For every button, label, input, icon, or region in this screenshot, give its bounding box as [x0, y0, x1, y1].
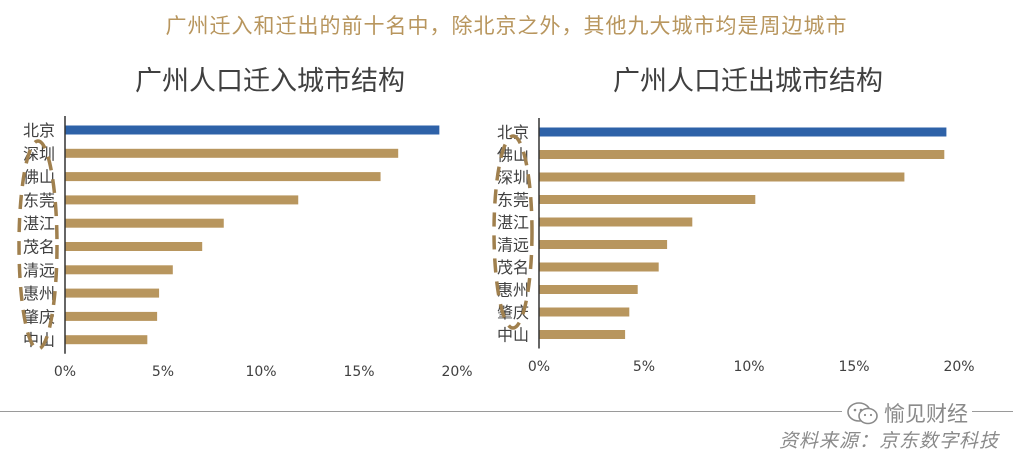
category-label: 北京: [23, 121, 55, 140]
bar-9: [539, 307, 630, 317]
bar-1: [539, 127, 947, 137]
bar-8: [539, 285, 638, 294]
brand-name: 愉见财经: [884, 402, 968, 426]
x-tick-label: 5%: [152, 364, 174, 380]
x-tick-label: 0%: [528, 359, 550, 375]
category-label: 肇庆: [23, 307, 55, 326]
category-label: 深圳: [497, 168, 529, 187]
category-label: 茂名: [497, 258, 529, 277]
bar-1: [65, 125, 440, 135]
x-tick-label: 15%: [343, 364, 374, 380]
x-tick-label: 10%: [245, 364, 276, 380]
bar-2: [65, 148, 399, 158]
category-label: 清远: [497, 236, 529, 255]
category-label: 东莞: [23, 191, 55, 210]
category-label: 湛江: [23, 214, 55, 233]
bar-4: [65, 195, 299, 205]
chart-title: 广州人口迁出城市结构: [613, 66, 883, 97]
category-label: 湛江: [497, 213, 529, 232]
category-label: 北京: [497, 123, 529, 142]
bar-3: [539, 172, 905, 182]
neighbor-cities-ellipse: [17, 139, 59, 351]
category-label: 佛山: [497, 146, 529, 165]
x-tick-label: 20%: [943, 359, 974, 375]
bar-9: [65, 311, 158, 321]
bar-7: [65, 265, 173, 275]
bar-4: [539, 195, 756, 204]
wechat-icon: [847, 402, 878, 425]
x-tick-label: 10%: [733, 359, 764, 375]
neighbor-cities-ellipse: [492, 134, 534, 330]
x-tick-label: 15%: [838, 359, 869, 375]
bar-6: [539, 240, 668, 249]
category-label: 惠州: [497, 281, 529, 300]
bar-2: [539, 150, 945, 159]
bar-5: [539, 217, 693, 227]
category-label: 中山: [497, 326, 529, 345]
bar-10: [539, 330, 626, 339]
category-label: 茂名: [23, 238, 55, 257]
headline: 广州迁入和迁出的前十名中，除北京之外，其他九大城市均是周边城市: [165, 14, 848, 38]
x-tick-label: 5%: [633, 359, 655, 375]
bar-5: [65, 218, 224, 228]
source-note: 资料来源：京东数字科技: [778, 430, 999, 452]
category-label: 东莞: [497, 191, 529, 210]
category-label: 清远: [23, 261, 55, 280]
x-tick-label: 0%: [54, 364, 76, 380]
category-label: 佛山: [23, 168, 55, 187]
bar-6: [65, 242, 203, 251]
x-tick-label: 20%: [441, 364, 472, 380]
bar-3: [65, 172, 381, 182]
chart-title: 广州人口迁入城市结构: [135, 66, 405, 97]
bar-7: [539, 262, 659, 272]
brand-watermark: 愉见财经: [842, 398, 972, 428]
bar-8: [65, 288, 160, 298]
footer-divider: [0, 411, 1013, 412]
bar-10: [65, 335, 148, 345]
category-label: 惠州: [23, 284, 55, 303]
